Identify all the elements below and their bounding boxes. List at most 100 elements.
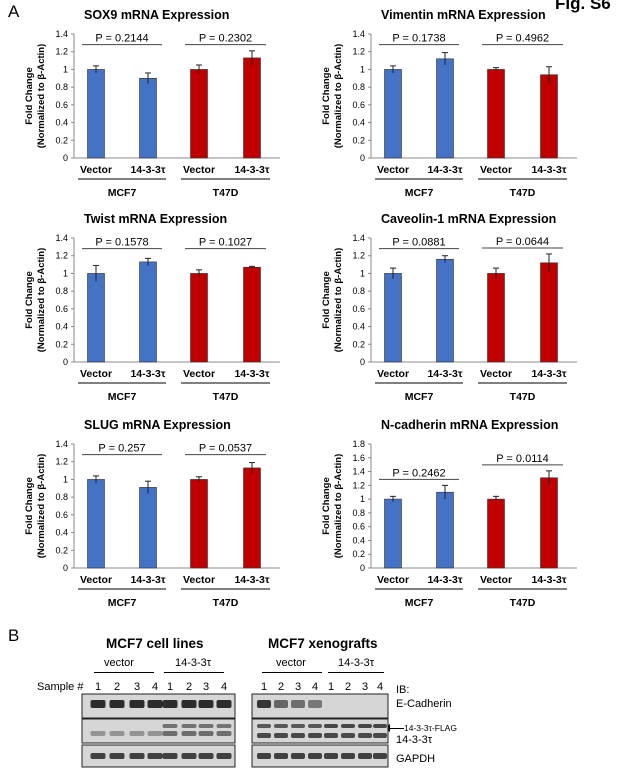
- blot-band: [109, 753, 125, 759]
- y-tick-label: 0.4: [352, 322, 365, 332]
- x-category-label: Vector: [480, 164, 512, 176]
- x-category-label: Vector: [80, 574, 112, 586]
- y-tick-label: 0.6: [55, 510, 68, 520]
- y-tick-label: 0: [63, 563, 68, 573]
- blot-band: [129, 700, 145, 708]
- wb-right-vector: vector: [276, 657, 306, 669]
- bar: [540, 262, 558, 363]
- blot-band: [257, 753, 271, 759]
- group-label: MCF7: [108, 391, 137, 403]
- blot-band: [162, 753, 178, 759]
- y-tick-label: 0.8: [55, 82, 68, 92]
- y-axis-label: Fold Change(Normalized to β-Actin): [24, 248, 47, 353]
- blot-band: [274, 753, 288, 759]
- chart-ncadherin: N-cadherin mRNA Expression Fold Change(No…: [321, 418, 577, 609]
- y-axis-label-line2: (Normalized to β-Actin): [36, 44, 47, 149]
- blot-band: [109, 700, 125, 708]
- x-category-label: Vector: [183, 164, 215, 176]
- x-category-label: Vector: [377, 574, 409, 586]
- blot-band: [358, 724, 372, 728]
- chart-slug: SLUG mRNA Expression Fold Change(Normaliz…: [24, 418, 280, 609]
- chart-title: Vimentin mRNA Expression: [381, 8, 546, 22]
- y-axis-label-line2: (Normalized to β-Actin): [36, 454, 47, 559]
- y-tick-label: 0.2: [352, 135, 365, 145]
- blot-band: [129, 731, 145, 736]
- pvalue-label: P = 0.1738: [392, 33, 445, 45]
- group-label: T47D: [510, 391, 536, 403]
- wb-lane-number: 2: [278, 681, 285, 693]
- wb-lane-number: 3: [203, 681, 210, 693]
- pvalue-label: P = 0.0537: [199, 443, 252, 455]
- wb-lane-number: 3: [134, 681, 141, 693]
- chart-title: Twist mRNA Expression: [84, 212, 227, 226]
- bar: [384, 273, 402, 363]
- bar: [436, 491, 454, 569]
- bar: [487, 273, 505, 363]
- chart-title: N-cadherin mRNA Expression: [381, 418, 558, 432]
- chart-caveolin1: Caveolin-1 mRNA Expression Fold Change(No…: [321, 212, 577, 403]
- blot-band: [181, 700, 197, 708]
- pvalue-label: P = 0.4962: [496, 33, 549, 45]
- blot-band: [147, 753, 163, 759]
- blot-band: [274, 700, 288, 708]
- blot-band: [373, 733, 387, 738]
- wb-sample-label: Sample #: [37, 681, 84, 693]
- blot-band: [147, 731, 163, 736]
- y-tick-label: 1: [360, 494, 365, 504]
- y-tick-label: 0.6: [352, 522, 365, 532]
- wb-right-1433: 14-3-3τ: [338, 657, 375, 669]
- x-category-label: Vector: [377, 368, 409, 380]
- blot-band: [90, 700, 106, 708]
- blot-band: [216, 731, 232, 736]
- pvalue-label: P = 0.0114: [496, 453, 549, 465]
- x-category-label: Vector: [480, 574, 512, 586]
- y-tick-label: 0.6: [55, 304, 68, 314]
- y-axis-label-line2: (Normalized to β-Actin): [333, 454, 344, 559]
- x-category-label: Vector: [80, 164, 112, 176]
- y-axis-label-line1: Fold Change: [321, 271, 332, 329]
- wb-blot-images: [81, 693, 389, 768]
- wb-lane-number: 3: [295, 681, 302, 693]
- blot-band: [341, 753, 355, 759]
- y-tick-label: 0.4: [352, 118, 365, 128]
- blot-band: [198, 731, 214, 736]
- y-tick-label: 0.4: [352, 535, 365, 545]
- bar: [190, 69, 208, 159]
- blot-band: [291, 753, 305, 759]
- blot-band: [181, 724, 197, 728]
- x-category-label: Vector: [80, 368, 112, 380]
- wb-lane-number: 4: [152, 681, 159, 693]
- y-tick-label: 1.4: [55, 29, 68, 39]
- y-tick-label: 0.2: [352, 549, 365, 559]
- blot-band: [162, 731, 178, 736]
- y-tick-label: 1.4: [352, 29, 365, 39]
- bar: [243, 266, 261, 363]
- x-category-label: 14-3-3τ: [130, 368, 165, 380]
- group-label: T47D: [510, 187, 536, 199]
- y-tick-label: 1.2: [352, 47, 365, 57]
- y-tick-label: 1.4: [352, 233, 365, 243]
- group-label: T47D: [213, 187, 239, 199]
- y-axis-label: Fold Change(Normalized to β-Actin): [24, 44, 47, 149]
- x-category-label: Vector: [377, 164, 409, 176]
- y-tick-label: 0.2: [352, 339, 365, 349]
- group-label: MCF7: [108, 187, 137, 199]
- x-category-label: 14-3-3τ: [531, 574, 566, 586]
- y-axis-label-line2: (Normalized to β-Actin): [36, 248, 47, 353]
- chart-title: Caveolin-1 mRNA Expression: [381, 212, 556, 226]
- panel-a-letter: A: [8, 2, 20, 21]
- wb-lane-number: 4: [221, 681, 228, 693]
- blot-band: [257, 700, 271, 708]
- y-tick-label: 1.2: [352, 480, 365, 490]
- wb-left-title: MCF7 cell lines: [106, 636, 204, 651]
- bar: [87, 273, 105, 363]
- blot-band: [274, 733, 288, 738]
- y-axis-label-line1: Fold Change: [24, 477, 35, 535]
- blot-band: [291, 724, 305, 728]
- y-tick-label: 1.2: [55, 47, 68, 57]
- wb-ib-label: IB:: [396, 684, 410, 696]
- blot-band: [291, 700, 305, 708]
- pvalue-label: P = 0.2462: [392, 467, 445, 479]
- y-axis-label: Fold Change(Normalized to β-Actin): [321, 248, 344, 353]
- blot-band: [373, 724, 387, 728]
